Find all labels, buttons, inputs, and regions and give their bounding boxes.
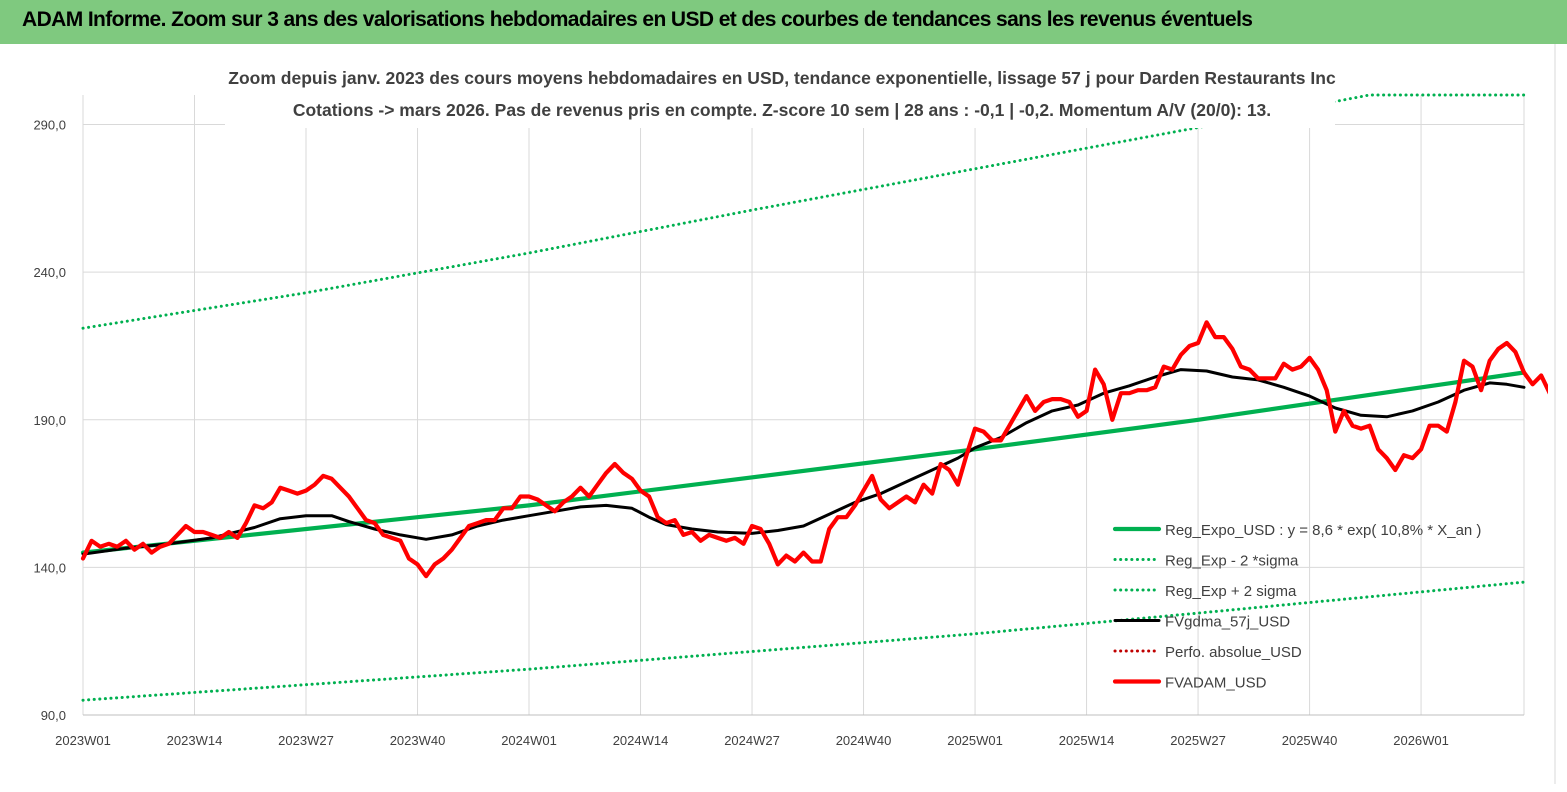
- y-tick-label: 140,0: [33, 560, 66, 575]
- series-reg-exp-2-sigma-line: [81, 93, 1526, 330]
- x-tick-label: 2023W14: [167, 733, 223, 748]
- legend-label: FVgdma_57j_USD: [1165, 614, 1290, 631]
- x-tick-label: 2024W40: [836, 733, 892, 748]
- x-tick-label: 2023W01: [55, 733, 111, 748]
- y-tick-label: 290,0: [33, 118, 66, 133]
- title-box: [225, 60, 1335, 128]
- plot-area: [80, 93, 1552, 702]
- legend-label: Reg_Exp - 2 *sigma: [1165, 553, 1299, 570]
- x-tick-label: 2023W27: [278, 733, 334, 748]
- y-tick-label: 240,0: [33, 265, 66, 280]
- report-title: ADAM Informe. Zoom sur 3 ans des valoris…: [22, 8, 1253, 31]
- right-margin: [1548, 44, 1567, 784]
- x-axis: 2023W01 2023W14 2023W27 2023W40 2024W01 2024W…: [55, 733, 1449, 748]
- x-tick-label: 2025W14: [1059, 733, 1115, 748]
- y-tick-label: 190,0: [33, 413, 66, 428]
- x-tick-label: 2024W01: [501, 733, 557, 748]
- y-tick-label: 90,0: [41, 708, 66, 723]
- x-tick-label: 2024W27: [724, 733, 780, 748]
- x-tick-label: 2026W01: [1393, 733, 1449, 748]
- x-tick-label: 2024W14: [613, 733, 669, 748]
- chart-subtitle: Cotations -> mars 2026. Pas de revenus p…: [293, 100, 1271, 120]
- legend: Reg_Expo_USD : y = 8,6 * exp( 10,8% * X_…: [1112, 522, 1481, 692]
- series-fvadam-usd-line: [80, 320, 1552, 579]
- x-tick-label: 2025W01: [947, 733, 1003, 748]
- x-tick-label: 2023W40: [390, 733, 446, 748]
- legend-label: FVADAM_USD: [1165, 675, 1267, 692]
- chart-title: Zoom depuis janv. 2023 des cours moyens …: [228, 68, 1336, 88]
- x-tick-label: 2025W40: [1282, 733, 1338, 748]
- x-tick-label: 2025W27: [1170, 733, 1226, 748]
- legend-label: Perfo. absolue_USD: [1165, 644, 1302, 661]
- y-axis: 90,0 140,0 190,0 240,0 290,0: [33, 118, 66, 723]
- series-reg-exp-2-sigma-line: [81, 580, 1526, 702]
- legend-label: Reg_Exp + 2 sigma: [1165, 583, 1297, 600]
- report-banner: ADAM Informe. Zoom sur 3 ans des valoris…: [0, 0, 1567, 44]
- legend-label: Reg_Expo_USD : y = 8,6 * exp( 10,8% * X_…: [1165, 522, 1481, 539]
